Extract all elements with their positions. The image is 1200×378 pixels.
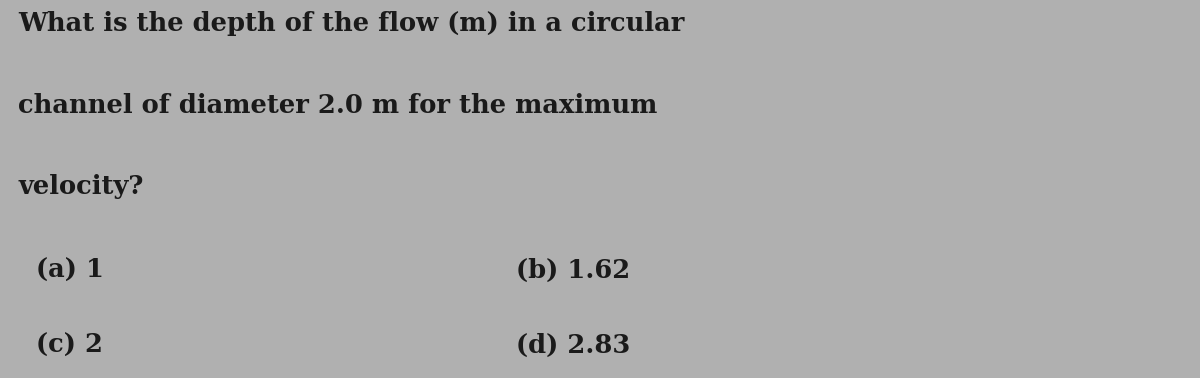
Text: (d) 2.83: (d) 2.83 — [516, 333, 630, 358]
Text: What is the depth of the flow (m) in a circular: What is the depth of the flow (m) in a c… — [18, 11, 684, 36]
Text: channel of diameter 2.0 m for the maximum: channel of diameter 2.0 m for the maximu… — [18, 93, 658, 118]
Text: (c) 2: (c) 2 — [36, 333, 103, 358]
Text: (a) 1: (a) 1 — [36, 258, 104, 283]
Text: velocity?: velocity? — [18, 174, 143, 199]
Text: (b) 1.62: (b) 1.62 — [516, 258, 630, 283]
